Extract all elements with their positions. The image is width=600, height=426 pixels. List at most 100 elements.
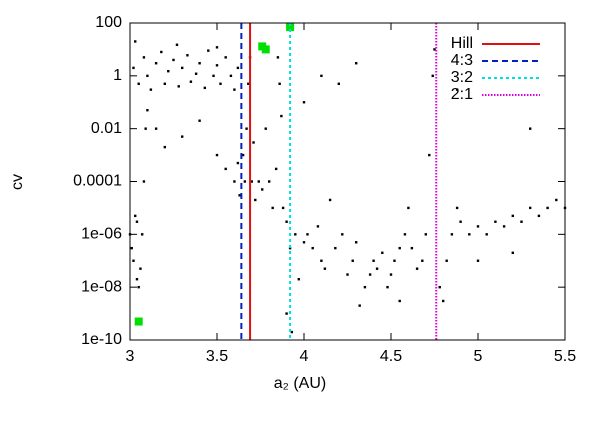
y-tick-label: 1e-10 (81, 331, 122, 348)
point (502, 225, 506, 228)
point (421, 259, 424, 262)
point (520, 220, 523, 223)
point (346, 273, 349, 276)
point (281, 206, 285, 210)
point (219, 82, 222, 85)
marker (261, 45, 270, 54)
point (140, 233, 144, 236)
point (146, 74, 149, 78)
point (546, 206, 549, 210)
point (368, 273, 372, 276)
point (278, 82, 281, 85)
point (398, 299, 401, 303)
point (351, 259, 354, 262)
y-tick-label: 1e-08 (81, 278, 122, 295)
point (529, 206, 532, 210)
point (233, 180, 236, 183)
point (276, 56, 280, 59)
point (130, 246, 133, 250)
point (438, 285, 441, 289)
point (288, 246, 292, 250)
point (224, 167, 227, 171)
point (241, 153, 245, 157)
point (285, 220, 288, 223)
point (238, 194, 241, 197)
point (271, 206, 274, 210)
point (215, 153, 219, 157)
point (186, 54, 189, 57)
point (410, 246, 414, 250)
point (175, 43, 179, 46)
point (163, 82, 166, 85)
legend-label: 2:1 (451, 86, 473, 103)
point (181, 66, 184, 70)
x-tick-label: 5.5 (554, 348, 576, 365)
point (247, 82, 250, 85)
point (334, 246, 337, 250)
point (302, 101, 306, 104)
point (555, 198, 558, 202)
point (511, 214, 514, 218)
point (229, 74, 233, 78)
point (323, 267, 327, 270)
point (137, 82, 140, 85)
point (468, 233, 471, 236)
point (163, 145, 166, 149)
point (154, 62, 158, 65)
x-tick-label: 3 (126, 348, 135, 365)
point (257, 180, 260, 183)
point (254, 198, 257, 202)
point (177, 85, 180, 88)
point (485, 233, 488, 236)
x-axis-label: a₂ (AU) (274, 375, 326, 392)
point (537, 214, 541, 218)
point (386, 285, 389, 289)
point (142, 180, 146, 183)
point (134, 40, 137, 43)
marker (286, 23, 295, 32)
point (198, 62, 201, 65)
point (455, 206, 459, 210)
point (445, 259, 448, 262)
point (511, 251, 514, 254)
point (134, 214, 137, 218)
point (311, 246, 314, 250)
point (428, 153, 431, 157)
point (135, 278, 139, 281)
point (252, 141, 255, 144)
point (389, 273, 393, 276)
point (341, 233, 344, 236)
x-tick-label: 4.5 (380, 348, 402, 365)
point (337, 82, 340, 85)
y-tick-label: 0.01 (91, 120, 122, 137)
point (355, 241, 358, 244)
point (306, 233, 309, 236)
legend-label: 3:2 (451, 69, 473, 86)
point (207, 49, 210, 52)
point (363, 285, 367, 289)
point (215, 64, 219, 67)
y-tick-label: 1 (113, 67, 122, 84)
point (139, 267, 142, 270)
point (264, 127, 267, 130)
marker (134, 317, 143, 326)
y-tick-label: 1e-06 (81, 226, 122, 243)
y-tick-label: 100 (95, 14, 122, 31)
point (433, 48, 436, 51)
point (181, 135, 184, 138)
point (233, 88, 236, 91)
point (261, 188, 264, 191)
point (236, 66, 240, 70)
point (476, 225, 480, 228)
point (142, 56, 146, 59)
point (146, 109, 149, 112)
point (144, 127, 147, 130)
point (328, 198, 332, 202)
point (355, 62, 358, 65)
point (375, 267, 379, 270)
point (132, 66, 135, 70)
point (236, 161, 240, 165)
point (212, 74, 215, 78)
point (194, 72, 198, 75)
